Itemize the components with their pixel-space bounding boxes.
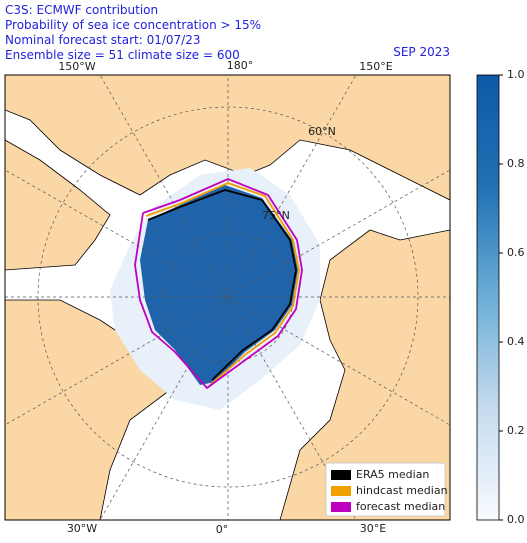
land (5, 139, 111, 271)
land (5, 75, 450, 201)
period: SEP 2023 (393, 45, 450, 59)
lon-label: 150°W (58, 60, 95, 73)
land (279, 229, 450, 520)
lon-label: 30°W (67, 522, 97, 535)
colorbar-tick-label: 0.0 (507, 513, 525, 526)
colorbar-tick-label: 0.6 (507, 246, 525, 259)
colorbar-tick-label: 1.0 (507, 68, 525, 81)
lat-label: 75°N (262, 209, 290, 222)
lon-label: 150°E (359, 60, 392, 73)
era5-line (147, 189, 297, 381)
forecast-line (134, 178, 303, 390)
map-frame (4, 74, 451, 521)
graticule (5, 75, 450, 520)
legend-label: hindcast median (356, 484, 448, 497)
legend-label: ERA5 median (356, 468, 429, 481)
colorbar-ticks: 0.0 0.2 0.4 0.6 0.8 1.0 (499, 68, 525, 526)
colorbar-tick-label: 0.2 (507, 424, 525, 437)
lat-label: 60°N (308, 125, 336, 138)
title-line: Ensemble size = 51 climate size = 600 (5, 48, 240, 62)
legend-swatch (331, 486, 351, 496)
legend-swatch (331, 502, 351, 512)
hindcast-line (145, 182, 300, 386)
ice-core (140, 185, 298, 385)
map (5, 75, 450, 520)
lon-label: 30°E (360, 522, 386, 535)
legend-swatch (331, 470, 351, 480)
colorbar (476, 74, 500, 521)
title-line: Nominal forecast start: 01/07/23 (5, 33, 201, 47)
legend-entries: ERA5 median hindcast median forecast media… (331, 468, 448, 513)
colorbar-tick-label: 0.4 (507, 335, 525, 348)
title-line: C3S: ECMWF contribution (5, 3, 158, 17)
lon-label: 0° (216, 523, 229, 536)
title-line: Probability of sea ice concentration > 1… (5, 18, 261, 32)
legend (325, 462, 446, 517)
legend-label: forecast median (356, 500, 445, 513)
colorbar-tick-label: 0.8 (507, 157, 525, 170)
lon-label: 180° (227, 59, 254, 72)
